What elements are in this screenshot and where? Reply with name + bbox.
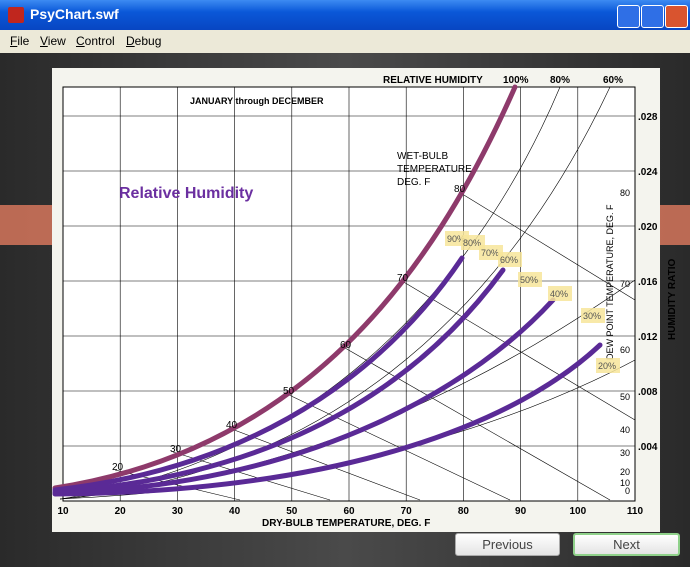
rh-label: 70% xyxy=(481,248,499,258)
y-tick-label: .012 xyxy=(638,332,658,343)
rh-curve xyxy=(52,342,603,497)
rh-label-bg xyxy=(498,252,522,267)
x-tick-label: 40 xyxy=(229,506,241,517)
x-tick-label: 50 xyxy=(286,506,298,517)
y-tick-label: .004 xyxy=(638,442,658,453)
x-tick-label: 80 xyxy=(458,506,470,517)
rh-label: 50% xyxy=(520,275,538,285)
x-tick-label: 30 xyxy=(172,506,184,517)
rh-curves xyxy=(52,84,603,497)
dew-point-tick: 30 xyxy=(620,448,630,458)
app-icon xyxy=(8,7,24,23)
x-tick-label: 20 xyxy=(115,506,127,517)
wet-bulb-tick: 20 xyxy=(112,462,124,473)
rh-label-bg xyxy=(581,308,605,323)
y-tick-label: .008 xyxy=(638,387,658,398)
rh-label: 60% xyxy=(500,255,518,265)
dew-point-tick: 0 xyxy=(625,486,630,496)
dew-point-tick: 20 xyxy=(620,467,630,477)
x-tick-label: 60 xyxy=(343,506,355,517)
rh-label: 30% xyxy=(583,311,601,321)
x-tick-label: 70 xyxy=(401,506,413,517)
grid xyxy=(62,87,636,501)
x-tick-label: 10 xyxy=(57,506,69,517)
rh-header-value: 100% xyxy=(503,75,529,86)
menu-bar: File View Control Debug xyxy=(0,30,690,52)
minimize-button[interactable] xyxy=(617,5,640,28)
wet-bulb-label: DEG. F xyxy=(397,177,430,188)
wet-bulb-line xyxy=(228,427,421,501)
rh-label: 90% xyxy=(447,234,465,244)
wet-bulb-tick: 40 xyxy=(226,420,238,431)
menu-item[interactable]: View xyxy=(40,34,66,48)
x-tick-label: 100 xyxy=(569,506,586,517)
rh-header-value: 60% xyxy=(603,75,623,86)
dew-point-tick: 70 xyxy=(620,279,630,289)
wet-bulb-tick: 30 xyxy=(170,444,182,455)
chart-subtitle: JANUARY through DECEMBER xyxy=(190,96,324,106)
close-button[interactable] xyxy=(665,5,688,28)
y-tick-label: .028 xyxy=(638,112,658,123)
wet-bulb-line xyxy=(286,393,511,501)
overlay-title: Relative Humidity xyxy=(119,185,253,202)
side-stripe xyxy=(0,205,52,245)
wet-bulb-label: WET-BULB xyxy=(397,151,448,162)
wet-bulb-label: TEMPERATURE xyxy=(397,164,472,175)
previous-button[interactable]: Previous xyxy=(455,533,560,556)
menu-item[interactable]: File xyxy=(10,34,30,48)
wet-bulb-tick: 60 xyxy=(340,340,352,351)
rh-curve xyxy=(52,297,556,496)
rh-label-bg xyxy=(548,286,572,301)
rh-header: RELATIVE HUMIDITY xyxy=(383,75,483,86)
rh-label: 20% xyxy=(598,361,616,371)
x-tick-label: 110 xyxy=(627,506,644,517)
wet-bulb-tick: 80 xyxy=(454,184,466,195)
rh-label-bg xyxy=(596,358,620,373)
title-bar: PsyChart.swf xyxy=(0,0,690,30)
y-axis-label: HUMIDITY RATIO xyxy=(667,258,678,340)
dew-point-tick: 10 xyxy=(620,478,630,488)
rh-grid-curve xyxy=(59,86,611,500)
dew-point-tick: 50 xyxy=(620,392,630,402)
rh-label: 80% xyxy=(463,238,481,248)
menu-item[interactable]: Debug xyxy=(126,34,162,48)
dew-point-tick: 80 xyxy=(620,188,630,198)
rh-label-bg xyxy=(479,245,503,260)
rh-curve xyxy=(52,267,506,495)
menu-item[interactable]: Control xyxy=(76,34,115,48)
wet-bulb-tick: 70 xyxy=(397,273,409,284)
x-axis-label: DRY-BULB TEMPERATURE, DEG. F xyxy=(262,518,430,529)
generated-labels: 10 20 30 40 50 60 70 80 90 100 110.028.024.020.016… xyxy=(57,112,657,517)
dew-point-tick: 60 xyxy=(620,345,630,355)
wet-bulb-line xyxy=(458,191,636,301)
rh-label: 40% xyxy=(550,289,568,299)
side-stripe xyxy=(660,205,690,245)
wet-bulb-tick: 50 xyxy=(283,386,295,397)
rh-header-value: 80% xyxy=(550,75,570,86)
window-title: PsyChart.swf xyxy=(30,6,119,22)
dew-point-tick: 40 xyxy=(620,425,630,435)
maximize-button[interactable] xyxy=(641,5,664,28)
y-tick-label: .020 xyxy=(638,222,658,233)
x-tick-label: 90 xyxy=(515,506,527,517)
next-button[interactable]: Next xyxy=(573,533,680,556)
y-tick-label: .016 xyxy=(638,277,658,288)
y-tick-label: .024 xyxy=(638,167,658,178)
dew-point-label: DEW POINT TEMPERATURE, DEG. F xyxy=(605,204,615,360)
wet-bulb-line xyxy=(401,280,636,421)
rh-curve xyxy=(52,255,465,493)
rh-label-bg xyxy=(518,272,542,287)
saturation-curve xyxy=(52,84,518,491)
